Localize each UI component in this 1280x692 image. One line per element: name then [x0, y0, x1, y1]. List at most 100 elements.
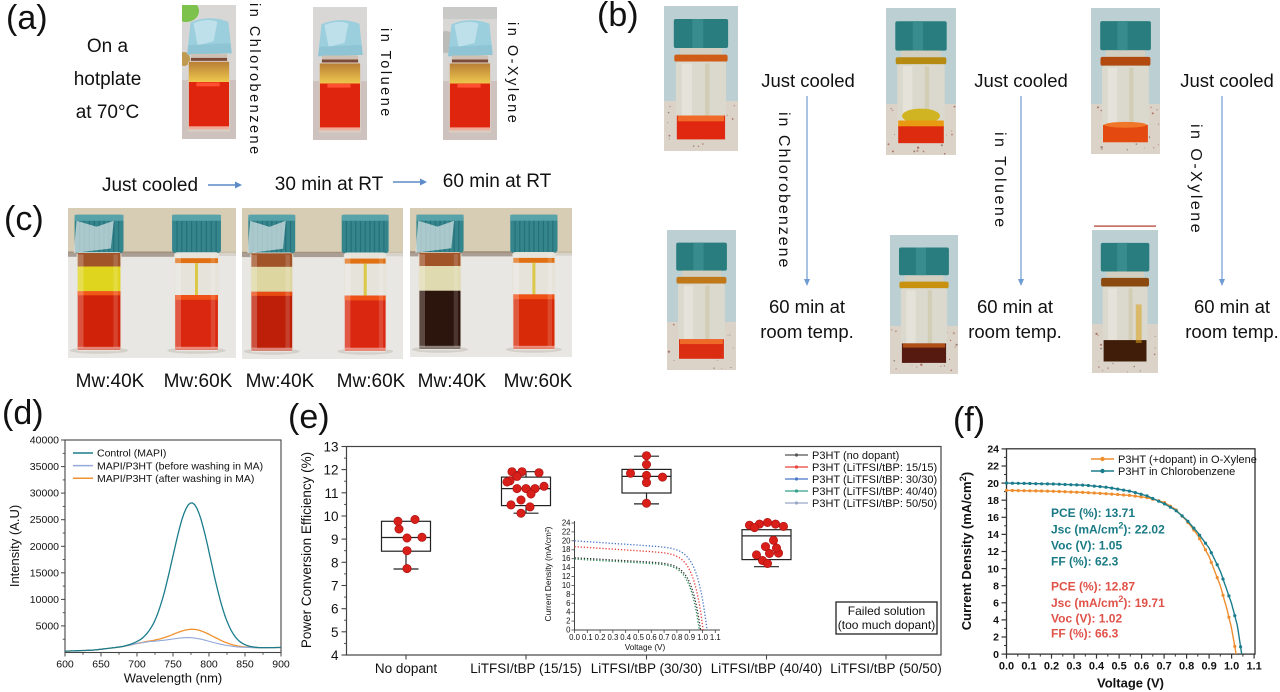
svg-text:Intensity (A.U): Intensity (A.U)	[7, 505, 22, 587]
svg-text:20: 20	[987, 478, 999, 490]
svg-text:P3HT (LiTFSI/tBP: 50/50): P3HT (LiTFSI/tBP: 50/50)	[812, 498, 937, 510]
svg-text:750: 750	[164, 659, 182, 671]
svg-text:0.0: 0.0	[999, 661, 1014, 673]
svg-text:0.2: 0.2	[595, 633, 606, 642]
svg-text:4: 4	[566, 608, 571, 617]
svg-text:5000: 5000	[36, 620, 60, 632]
svg-text:MAPI/P3HT (after washing in MA: MAPI/P3HT (after washing in MA)	[97, 473, 254, 485]
svg-text:0.4: 0.4	[620, 633, 632, 642]
svg-text:Power Conversion Efficiency (%: Power Conversion Efficiency (%)	[299, 452, 314, 648]
svg-text:16: 16	[987, 512, 999, 524]
svg-text:6: 6	[331, 602, 339, 617]
svg-text:700: 700	[128, 659, 146, 671]
svg-text:0.0: 0.0	[569, 633, 581, 642]
svg-text:1.1: 1.1	[710, 633, 721, 642]
svg-text:30000: 30000	[30, 488, 59, 500]
svg-text:Voc (V): 1.05: Voc (V): 1.05	[1051, 539, 1122, 553]
svg-text:12: 12	[323, 463, 338, 478]
svg-text:Jsc (mA/cm2): 19.71: Jsc (mA/cm2): 19.71	[1051, 594, 1165, 610]
svg-text:10: 10	[323, 509, 338, 524]
svg-text:LiTFSI/tBP (50/50): LiTFSI/tBP (50/50)	[830, 661, 942, 676]
svg-text:P3HT in Chlorobenzene: P3HT in Chlorobenzene	[1118, 466, 1235, 478]
svg-text:MAPI/P3HT (before washing in M: MAPI/P3HT (before washing in MA)	[97, 460, 263, 472]
svg-text:0.5: 0.5	[633, 633, 645, 642]
svg-text:PCE (%): 13.71: PCE (%): 13.71	[1051, 506, 1135, 520]
svg-text:0.4: 0.4	[1089, 661, 1105, 673]
svg-text:14: 14	[987, 529, 999, 541]
svg-text:650: 650	[92, 659, 110, 671]
svg-text:No dopant: No dopant	[375, 661, 438, 676]
svg-text:LiTFSI/tBP (15/15): LiTFSI/tBP (15/15)	[470, 661, 582, 676]
svg-text:6: 6	[566, 599, 570, 608]
svg-text:5: 5	[331, 625, 339, 640]
svg-text:Current Density (mA/cm²): Current Density (mA/cm²)	[543, 526, 553, 621]
svg-text:2: 2	[566, 617, 570, 626]
svg-text:0: 0	[566, 626, 571, 635]
svg-text:LiTFSI/tBP (30/30): LiTFSI/tBP (30/30)	[591, 661, 703, 676]
svg-text:8: 8	[566, 590, 570, 599]
svg-text:22: 22	[987, 461, 999, 473]
svg-text:0: 0	[993, 649, 999, 661]
svg-text:900: 900	[272, 659, 290, 671]
svg-text:Control (MAPI): Control (MAPI)	[97, 448, 166, 460]
svg-text:0.7: 0.7	[1156, 661, 1171, 673]
svg-text:0.8: 0.8	[671, 633, 682, 642]
svg-text:Jsc (mA/cm2): 22.02: Jsc (mA/cm2): 22.02	[1051, 521, 1165, 537]
svg-text:10: 10	[987, 563, 999, 575]
svg-text:0.2: 0.2	[1044, 661, 1059, 673]
svg-text:4: 4	[331, 648, 339, 663]
svg-text:7: 7	[331, 579, 339, 594]
svg-text:0.1: 0.1	[1021, 661, 1036, 673]
svg-text:20000: 20000	[30, 541, 59, 553]
svg-text:11: 11	[324, 486, 338, 501]
svg-text:0.3: 0.3	[607, 633, 618, 642]
svg-text:2: 2	[993, 632, 999, 644]
svg-text:18: 18	[562, 545, 571, 554]
svg-text:0.3: 0.3	[1066, 661, 1081, 673]
svg-text:10000: 10000	[30, 594, 59, 606]
svg-text:Current Density (mA/cm2): Current Density (mA/cm2)	[958, 472, 975, 630]
svg-text:35000: 35000	[30, 461, 59, 473]
svg-text:13: 13	[323, 440, 338, 455]
svg-text:10: 10	[562, 581, 571, 590]
svg-text:25000: 25000	[30, 514, 59, 526]
svg-text:P3HT (LiTFSI/tBP: 40/40): P3HT (LiTFSI/tBP: 40/40)	[812, 486, 937, 498]
svg-text:4: 4	[993, 615, 999, 627]
svg-text:16: 16	[562, 554, 571, 563]
svg-text:LiTFSI/tBP (40/40): LiTFSI/tBP (40/40)	[711, 661, 823, 676]
svg-text:1.0: 1.0	[1224, 661, 1239, 673]
svg-text:0.5: 0.5	[1111, 661, 1126, 673]
svg-text:FF (%): 66.3: FF (%): 66.3	[1051, 627, 1119, 641]
svg-text:Voltage (V): Voltage (V)	[625, 643, 666, 652]
svg-text:1.0: 1.0	[697, 633, 709, 642]
svg-text:0.1: 0.1	[582, 633, 593, 642]
svg-text:24: 24	[987, 444, 999, 456]
svg-text:Wavelength (nm): Wavelength (nm)	[124, 671, 223, 686]
svg-text:Voltage (V): Voltage (V)	[1097, 676, 1164, 691]
svg-text:9: 9	[331, 532, 339, 547]
svg-text:8: 8	[331, 555, 339, 570]
svg-text:FF (%): 62.3: FF (%): 62.3	[1051, 555, 1119, 569]
svg-text:P3HT (+dopant) in O-Xylene: P3HT (+dopant) in O-Xylene	[1118, 454, 1257, 466]
svg-text:PCE (%): 12.87: PCE (%): 12.87	[1051, 580, 1135, 594]
svg-text:40000: 40000	[30, 435, 59, 447]
svg-text:P3HT (no dopant): P3HT (no dopant)	[812, 450, 899, 462]
svg-text:12: 12	[562, 572, 571, 581]
svg-text:15000: 15000	[30, 567, 59, 579]
svg-text:0.8: 0.8	[1179, 661, 1194, 673]
svg-text:12: 12	[987, 546, 999, 558]
svg-text:24: 24	[562, 519, 571, 528]
svg-text:0.7: 0.7	[659, 633, 670, 642]
svg-text:Voc (V): 1.02: Voc (V): 1.02	[1051, 612, 1122, 626]
svg-text:20: 20	[562, 536, 571, 545]
svg-text:6: 6	[993, 598, 999, 610]
svg-text:0.6: 0.6	[646, 633, 657, 642]
svg-text:14: 14	[562, 563, 571, 572]
svg-text:P3HT (LiTFSI/tBP: 30/30): P3HT (LiTFSI/tBP: 30/30)	[812, 474, 937, 486]
svg-text:800: 800	[200, 659, 218, 671]
svg-text:8: 8	[993, 580, 999, 592]
svg-text:850: 850	[236, 659, 254, 671]
svg-text:600: 600	[56, 659, 74, 671]
svg-text:0.9: 0.9	[684, 633, 695, 642]
svg-text:18: 18	[987, 495, 999, 507]
